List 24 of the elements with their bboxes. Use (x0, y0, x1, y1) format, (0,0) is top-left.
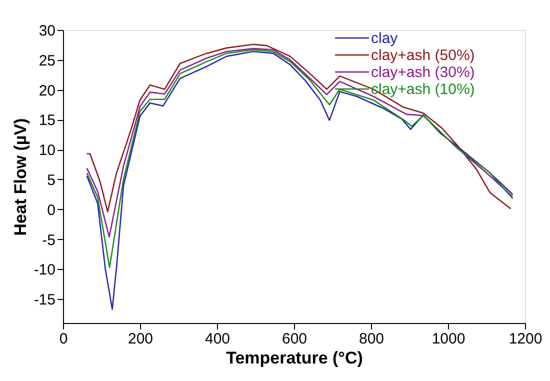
legend-label: clay+ash (30%) (371, 64, 475, 81)
x-tick-label: 600 (282, 330, 308, 348)
legend-label: clay+ash (50%) (371, 47, 475, 64)
x-tick-label: 0 (59, 330, 68, 348)
y-tick-label: 25 (38, 52, 56, 70)
y-axis-title: Heat Flow (µV) (10, 118, 30, 236)
y-tick-label: -5 (42, 232, 56, 249)
y-tick-label: -10 (34, 262, 56, 279)
x-tick-label: 800 (358, 330, 384, 348)
x-tick-label: 400 (204, 330, 230, 348)
x-tick-label: 1200 (508, 330, 542, 348)
y-tick-label: 20 (38, 82, 56, 100)
x-tick-label: 200 (128, 330, 154, 348)
y-tick-label: 5 (47, 172, 56, 189)
x-axis-title: Temperature (°C) (226, 348, 363, 368)
line-series (86, 50, 514, 310)
y-tick-label: 0 (47, 202, 56, 219)
y-tick-label: 30 (38, 22, 56, 40)
x-tick-label: 1000 (432, 330, 466, 348)
legend-label: clay (371, 30, 398, 47)
y-tick-label: -15 (34, 292, 56, 309)
legend-label: clay+ash (10%) (371, 81, 475, 98)
y-tick-label: 10 (38, 142, 56, 160)
y-tick-label: 15 (38, 112, 56, 130)
